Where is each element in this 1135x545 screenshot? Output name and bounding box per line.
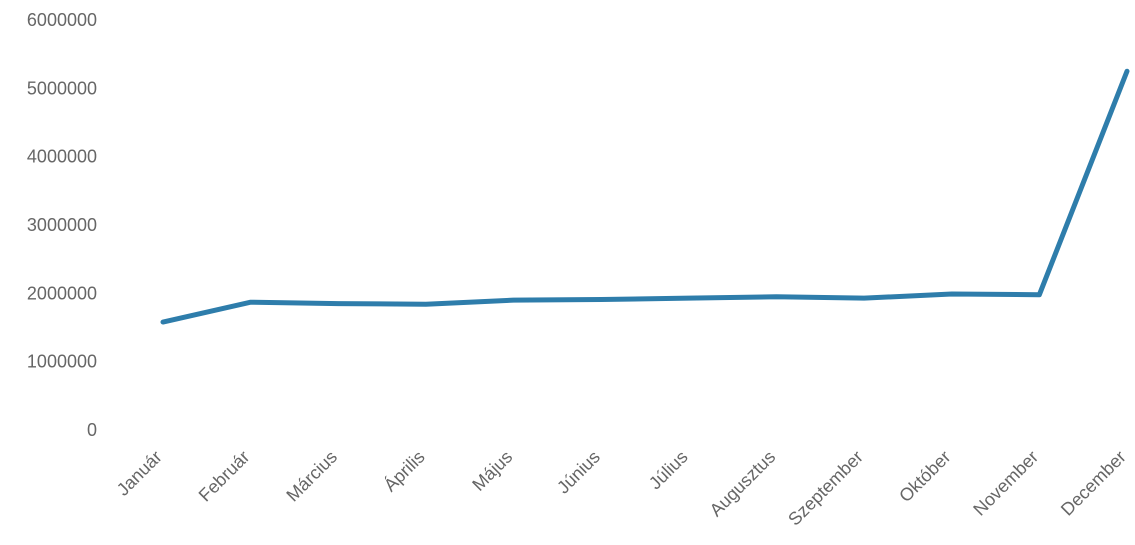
y-tick-label: 3000000: [27, 215, 97, 235]
x-tick-label: Augusztus: [706, 447, 780, 521]
y-tick-label: 5000000: [27, 78, 97, 98]
x-tick-label: Szeptember: [784, 447, 867, 530]
series-line: [160, 68, 1130, 325]
x-axis-tick-labels: Január Február Március Április Május Június Jú…: [113, 447, 1130, 530]
y-axis-tick-labels: 0 1000000 2000000 3000000 4000000 5000000 6000…: [27, 10, 97, 440]
series-layer: [160, 68, 1130, 325]
x-tick-label: November: [969, 447, 1042, 520]
y-tick-label: 0: [87, 420, 97, 440]
x-tick-label: Február: [195, 447, 254, 506]
x-tick-label: Január: [113, 447, 166, 500]
x-tick-label: Április: [380, 447, 429, 496]
y-tick-label: 1000000: [27, 352, 97, 372]
x-tick-label: December: [1057, 447, 1130, 520]
y-tick-label: 4000000: [27, 147, 97, 167]
x-tick-label: Május: [468, 447, 516, 495]
x-tick-label: Március: [282, 447, 341, 506]
y-tick-label: 6000000: [27, 10, 97, 30]
x-tick-label: Június: [553, 447, 604, 498]
y-tick-label: 2000000: [27, 283, 97, 303]
x-tick-label: Október: [895, 447, 954, 506]
x-tick-label: Július: [645, 447, 692, 494]
